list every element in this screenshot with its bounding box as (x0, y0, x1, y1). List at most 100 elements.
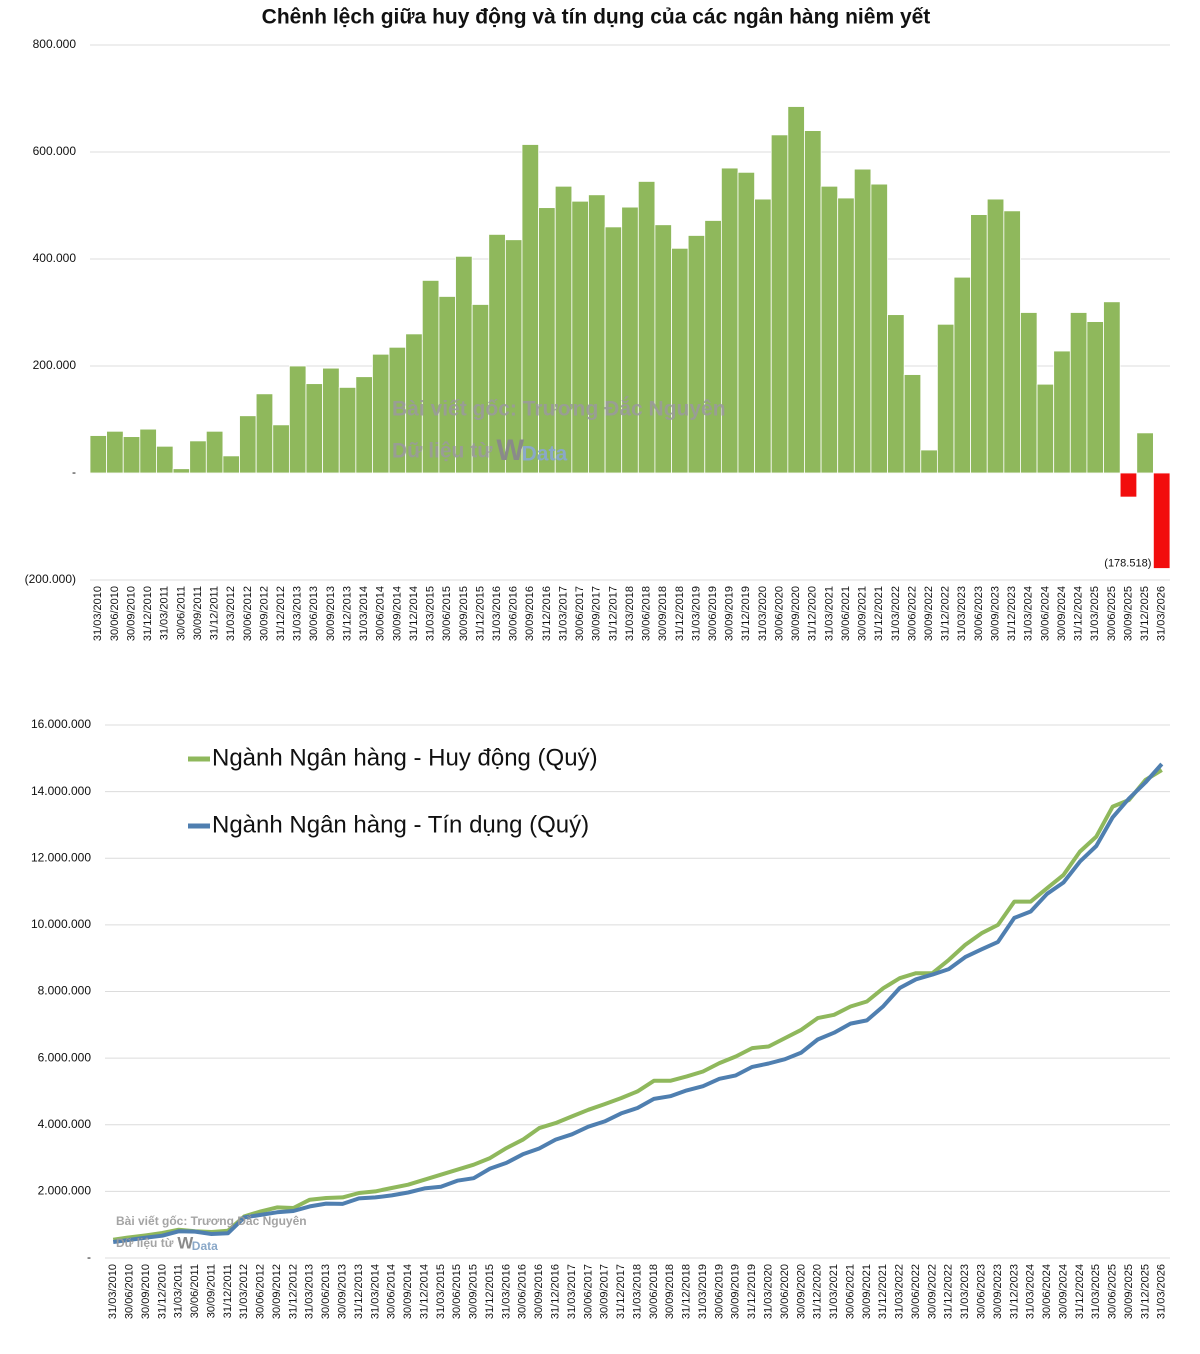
y-tick-label: (200.000) (25, 572, 76, 586)
y-tick-label: 6.000.000 (38, 1050, 92, 1064)
x-tick-label: 31/03/2017 (557, 586, 569, 641)
x-tick-label: 30/09/2012 (271, 1264, 283, 1319)
bar (538, 207, 556, 474)
watermark-logo: W (177, 1233, 193, 1252)
x-tick-label: 30/09/2011 (205, 1264, 217, 1318)
x-tick-label: 31/12/2018 (674, 586, 686, 641)
bar (588, 194, 606, 474)
x-tick-label: 30/06/2012 (242, 586, 254, 641)
bar (122, 436, 141, 474)
x-tick-label: 30/06/2021 (844, 1264, 856, 1319)
y-tick-label: 200.000 (33, 358, 77, 372)
x-tick-label: 30/06/2019 (713, 1264, 725, 1319)
x-tick-label: 31/12/2019 (740, 586, 752, 641)
bar (903, 374, 922, 474)
x-tick-label: 31/03/2019 (697, 1264, 709, 1319)
x-tick-label: 31/12/2023 (1008, 1264, 1020, 1319)
legend-label: Ngành Ngân hàng - Tín dụng (Quý) (212, 811, 589, 838)
bar (953, 276, 972, 474)
x-tick-label: 30/06/2014 (386, 1264, 398, 1319)
x-tick-label: 30/09/2011 (192, 586, 204, 640)
x-tick-label: 31/12/2022 (943, 1264, 955, 1319)
x-tick-label: 30/06/2014 (375, 586, 387, 641)
x-tick-label: 30/09/2010 (140, 1264, 152, 1319)
x-tick-label: 31/12/2011 (222, 1264, 234, 1318)
x-tick-label: 30/06/2013 (320, 1264, 332, 1319)
x-tick-label: 31/12/2017 (607, 586, 619, 641)
bar (804, 130, 822, 474)
x-tick-label: 31/03/2025 (1089, 586, 1101, 641)
bar (521, 144, 540, 474)
x-tick-label: 31/03/2020 (757, 586, 769, 641)
x-tick-label: 30/09/2025 (1123, 1264, 1135, 1319)
y-tick-label: 12.000.000 (31, 850, 91, 864)
bar (338, 386, 357, 474)
x-tick-label: 30/09/2012 (258, 586, 270, 641)
watermark-text: Bài viết gốc: Trương Đắc Nguyên (116, 1213, 307, 1228)
bar (322, 367, 340, 474)
x-tick-label: 31/03/2022 (894, 1264, 906, 1319)
x-tick-label: 31/03/2018 (624, 586, 636, 641)
x-tick-label: 31/12/2017 (615, 1264, 627, 1319)
data-label: (178.518) (1104, 557, 1151, 569)
y-tick-label: - (72, 465, 76, 479)
x-tick-label: 31/12/2016 (549, 1264, 561, 1319)
bar (239, 415, 257, 474)
bar (1119, 472, 1138, 498)
bar (621, 206, 639, 474)
bar (189, 440, 207, 474)
y-tick-label: 10.000.000 (31, 917, 91, 931)
x-tick-label: 30/06/2016 (508, 586, 520, 641)
x-tick-label: 30/09/2019 (724, 586, 736, 641)
y-tick-label: 8.000.000 (38, 984, 92, 998)
bar (604, 226, 623, 474)
x-tick-label: 31/12/2014 (408, 586, 420, 641)
bar (837, 197, 855, 474)
x-tick-label: 30/09/2020 (790, 586, 802, 641)
bar (139, 428, 157, 474)
watermark-text: Bài viết gốc: Trương Đắc Nguyên (392, 397, 726, 421)
legend-label: Ngành Ngân hàng - Huy động (Quý) (212, 744, 598, 771)
x-tick-label: 30/06/2025 (1107, 1264, 1119, 1319)
x-tick-label: 30/06/2015 (451, 1264, 463, 1319)
y-tick-label: 2.000.000 (38, 1184, 92, 1198)
x-tick-label: 31/03/2012 (225, 586, 237, 641)
x-tick-label: 31/03/2011 (173, 1264, 185, 1318)
x-tick-label: 30/09/2022 (926, 1264, 938, 1319)
x-tick-label: 30/09/2015 (468, 1264, 480, 1319)
x-tick-label: 31/03/2020 (762, 1264, 774, 1319)
line-series (112, 762, 1164, 1244)
bar (571, 200, 589, 474)
watermark-text: Dữ liệu từ (392, 440, 493, 463)
x-tick-label: 31/03/2014 (358, 586, 370, 641)
x-tick-label: 31/12/2022 (940, 586, 952, 641)
x-tick-label: 31/12/2020 (807, 586, 819, 641)
bar (106, 430, 124, 474)
bar (255, 393, 274, 474)
x-tick-label: 31/12/2012 (275, 586, 287, 641)
x-tick-label: 30/06/2022 (910, 1264, 922, 1319)
bar (1003, 210, 1021, 474)
x-tick-label: 30/06/2010 (109, 586, 121, 641)
bar (554, 185, 573, 474)
bar (720, 167, 739, 474)
x-tick-label: 30/09/2016 (524, 586, 536, 641)
bar (272, 424, 290, 474)
x-tick-label: 31/12/2021 (873, 586, 885, 641)
y-tick-label: 14.000.000 (31, 784, 91, 798)
x-tick-label: 30/09/2015 (458, 586, 470, 641)
x-tick-label: 31/03/2021 (823, 586, 835, 641)
x-tick-label: 31/12/2018 (681, 1264, 693, 1319)
x-tick-label: 31/03/2023 (959, 1264, 971, 1319)
bar (1053, 350, 1071, 474)
x-tick-label: 31/12/2010 (142, 586, 154, 641)
bar (222, 455, 240, 474)
x-tick-label: 31/12/2014 (418, 1264, 430, 1319)
watermark-text: Data (522, 443, 568, 466)
x-tick-label: 31/12/2013 (353, 1264, 365, 1319)
x-tick-label: 30/06/2023 (973, 586, 985, 641)
bar (737, 171, 756, 474)
watermark-text: Data (192, 1239, 218, 1253)
bar (1152, 472, 1171, 569)
x-tick-label: 30/06/2024 (1039, 586, 1051, 641)
